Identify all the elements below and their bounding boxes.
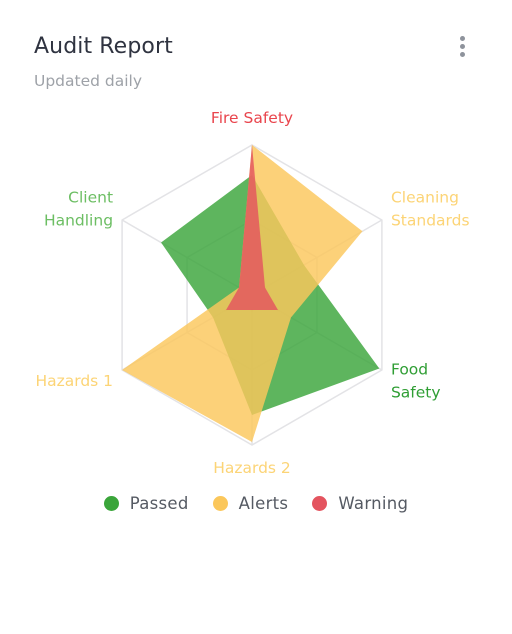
axis-label-5: Hazards 1 (35, 372, 113, 390)
series-point-alerts-5[interactable] (121, 369, 124, 372)
axis-label-6: Client Handling (44, 189, 113, 230)
legend-item-passed[interactable]: Passed (103, 494, 189, 513)
axis-label-4: Hazards 2 (213, 459, 291, 477)
legend-label-alerts: Alerts (238, 494, 289, 513)
more-vertical-icon-dot (459, 43, 465, 49)
series-area-warning[interactable] (226, 145, 278, 310)
axis-label-2: Cleaning Standards (391, 189, 470, 230)
chart-legend: Passed Alerts Warning (0, 494, 512, 513)
card-title: Audit Report (34, 34, 173, 59)
more-options-button[interactable] (450, 31, 474, 61)
legend-swatch-passed (103, 496, 119, 511)
axis-label-6-line-1: Client (68, 189, 113, 207)
axis-label-4-line-1: Hazards 2 (213, 459, 291, 477)
series-point-warning-6[interactable] (238, 286, 241, 289)
axis-label-1: Fire Safety (211, 109, 293, 127)
series-point-alerts-2[interactable] (361, 230, 364, 233)
legend-swatch-alerts (212, 496, 228, 511)
series-point-passed-3[interactable] (378, 367, 381, 370)
more-vertical-icon (459, 35, 465, 41)
radar-chart: Fire Safety Cleaning Standards Food Safety Ha… (35, 109, 469, 477)
axis-label-2-line-2: Standards (391, 212, 470, 230)
series-point-warning-3[interactable] (276, 309, 279, 312)
axis-label-2-line-1: Cleaning (391, 189, 459, 207)
series-point-warning-1[interactable] (251, 144, 254, 147)
series-point-alerts-3[interactable] (289, 316, 292, 319)
series-point-warning-2[interactable] (263, 286, 266, 289)
axis-labels: Fire Safety Cleaning Standards Food Safety Ha… (35, 109, 469, 477)
legend-item-alerts[interactable]: Alerts (212, 494, 289, 513)
axis-label-6-line-2: Handling (44, 212, 113, 230)
series-point-alerts-4[interactable] (251, 441, 254, 444)
series-warning (225, 144, 279, 312)
axis-label-3-line-2: Safety (391, 384, 441, 402)
axis-label-3-line-1: Food (391, 361, 428, 379)
series-point-warning-5[interactable] (225, 309, 228, 312)
legend-swatch-warning (312, 496, 328, 511)
series-point-passed-6[interactable] (160, 241, 163, 244)
axis-label-1-line-1: Fire Safety (211, 109, 293, 127)
series-point-warning-4[interactable] (251, 309, 254, 312)
legend-label-passed: Passed (129, 494, 189, 513)
card-subtitle: Updated daily (34, 72, 143, 90)
axis-label-3: Food Safety (391, 361, 441, 402)
legend-label-warning: Warning (338, 494, 409, 513)
more-vertical-icon-dot (459, 51, 465, 57)
legend-item-warning[interactable]: Warning (312, 494, 408, 513)
axis-label-5-line-1: Hazards 1 (35, 372, 113, 390)
